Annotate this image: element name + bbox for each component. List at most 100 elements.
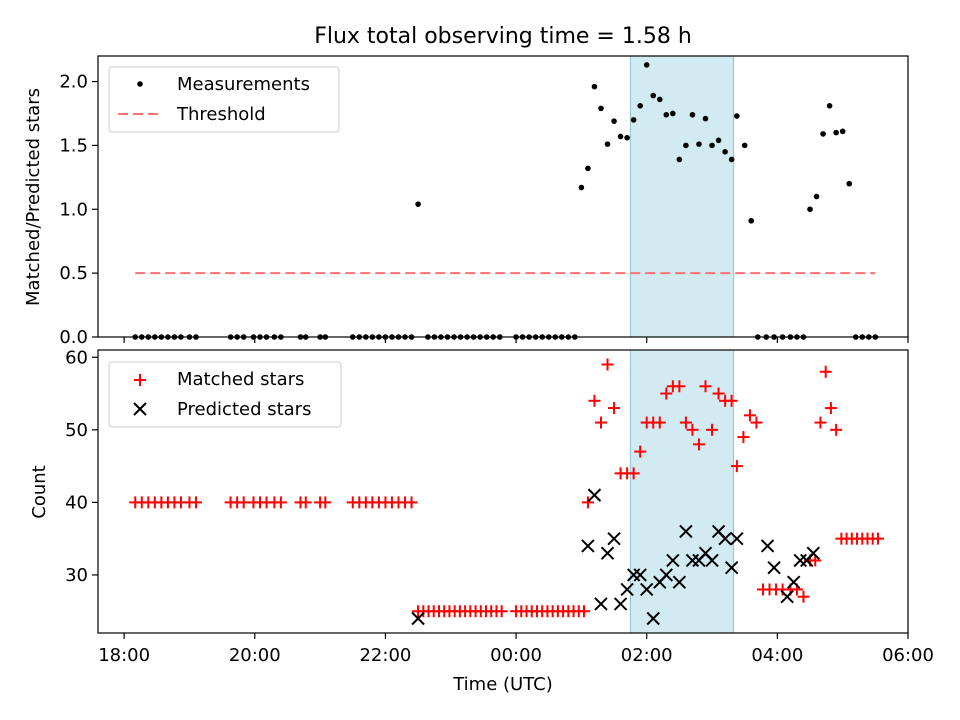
legend-measurements-label: Measurements <box>177 74 310 95</box>
measurement-point <box>826 103 833 109</box>
chart-title: Flux total observing time = 1.58 h <box>314 24 692 49</box>
matched-star-point <box>712 387 725 400</box>
matched-star-point <box>601 358 614 371</box>
predicted-star-point <box>786 575 801 589</box>
measurement-point <box>702 115 709 122</box>
top-y-axis-label: Matched/Predicted stars <box>23 88 44 306</box>
matched-star-point <box>830 423 843 436</box>
predicted-star-point <box>640 582 654 597</box>
x-tick-label: 06:00 <box>882 645 934 666</box>
matched-star-point <box>608 402 621 415</box>
matched-star-point <box>660 387 673 400</box>
legend-predicted-marker <box>133 402 147 416</box>
y-tick-label: 60 <box>65 347 88 368</box>
measurement-point <box>846 180 853 187</box>
measurement-point <box>611 118 617 124</box>
bottom-x-axis-ticks: 18:00 20:00 22:00 00:00 02:00 04:00 06:00 <box>98 633 934 666</box>
predicted-star-point <box>730 531 744 546</box>
measurement-point <box>741 142 748 149</box>
matched-star-point <box>819 365 832 378</box>
measurement-point <box>637 103 643 109</box>
matched-star-point <box>578 605 590 618</box>
y-tick-label: 2.0 <box>59 72 88 93</box>
measurement-point <box>578 184 585 191</box>
x-axis-label: Time (UTC) <box>452 674 553 695</box>
predicted-star-point <box>679 524 693 539</box>
predicted-star-point <box>600 546 615 560</box>
measurement-point <box>689 111 696 118</box>
y-tick-label: 1.5 <box>59 135 88 156</box>
measurement-point <box>709 142 715 149</box>
matched-star-point <box>743 409 756 422</box>
measurement-point <box>748 217 755 224</box>
matched-star-point <box>750 416 763 429</box>
matched-star-point <box>319 496 332 509</box>
predicted-star-point <box>620 582 634 597</box>
predicted-star-point <box>633 568 647 582</box>
measurement-point <box>650 92 657 99</box>
bottom-y-axis-ticks: 30 40 50 60 <box>65 347 98 586</box>
legend-matched-label: Matched stars <box>177 369 304 390</box>
predicted-star-point <box>718 531 732 546</box>
measurement-point <box>624 134 630 141</box>
predicted-star-point <box>685 553 700 568</box>
bottom-y-axis-label: Count <box>29 465 50 518</box>
matched-star-point <box>871 532 884 545</box>
matched-star-point <box>495 605 508 618</box>
y-tick-label: 40 <box>65 492 88 513</box>
measurement-point <box>630 117 637 123</box>
matched-star-point <box>730 460 743 473</box>
x-tick-label: 00:00 <box>490 645 542 666</box>
bottom-legend-box <box>108 361 342 428</box>
measurement-point <box>696 141 702 147</box>
measurement-point <box>598 105 604 112</box>
matched-star-point <box>581 496 594 509</box>
measurement-point <box>604 141 611 147</box>
y-tick-label: 0.0 <box>59 327 88 348</box>
measurement-point <box>820 131 826 137</box>
matched-star-point <box>594 416 607 429</box>
matched-star-point <box>824 402 837 415</box>
predicted-star-point <box>780 590 794 604</box>
matched-star-point <box>627 467 640 480</box>
x-tick-label: 04:00 <box>751 645 803 666</box>
predicted-star-point <box>666 553 680 568</box>
matched-star-point <box>653 416 666 429</box>
legend-predicted-label: Predicted stars <box>177 399 311 420</box>
predicted-star-point <box>793 553 807 568</box>
measurement-point <box>833 129 839 136</box>
predicted-star-point <box>672 575 687 589</box>
matched-star-point <box>725 394 738 407</box>
measurement-point <box>415 201 421 207</box>
top-legend-box <box>108 66 340 133</box>
measurement-point <box>585 165 591 172</box>
measurement-point <box>722 148 728 155</box>
x-tick-label: 20:00 <box>229 645 281 666</box>
predicted-star-point <box>705 553 719 568</box>
x-tick-label: 02:00 <box>621 645 673 666</box>
matched-star-point <box>299 496 312 509</box>
measurement-point <box>670 110 676 117</box>
bottom-legend: Matched stars Predicted stars <box>108 361 342 428</box>
y-tick-label: 30 <box>65 565 88 586</box>
measurement-point <box>643 62 650 68</box>
legend-threshold-label: Threshold <box>176 104 266 125</box>
matched-stars-points <box>129 358 884 618</box>
predicted-star-point <box>613 597 628 611</box>
matched-star-point <box>686 423 699 436</box>
matched-star-point <box>274 496 287 509</box>
x-tick-label: 22:00 <box>359 645 411 666</box>
top-x-axis-ticks <box>123 337 909 343</box>
predicted-star-point <box>607 531 621 546</box>
matched-star-point <box>737 431 750 444</box>
matched-star-point <box>634 445 647 458</box>
y-tick-label: 0.5 <box>59 263 88 284</box>
predicted-star-point <box>806 546 820 560</box>
measurement-point <box>715 137 722 144</box>
matched-star-point <box>679 416 692 429</box>
measurement-point <box>839 128 846 135</box>
top-plot-frame <box>97 55 909 338</box>
measurement-point <box>656 96 663 103</box>
matched-star-point <box>405 496 418 509</box>
